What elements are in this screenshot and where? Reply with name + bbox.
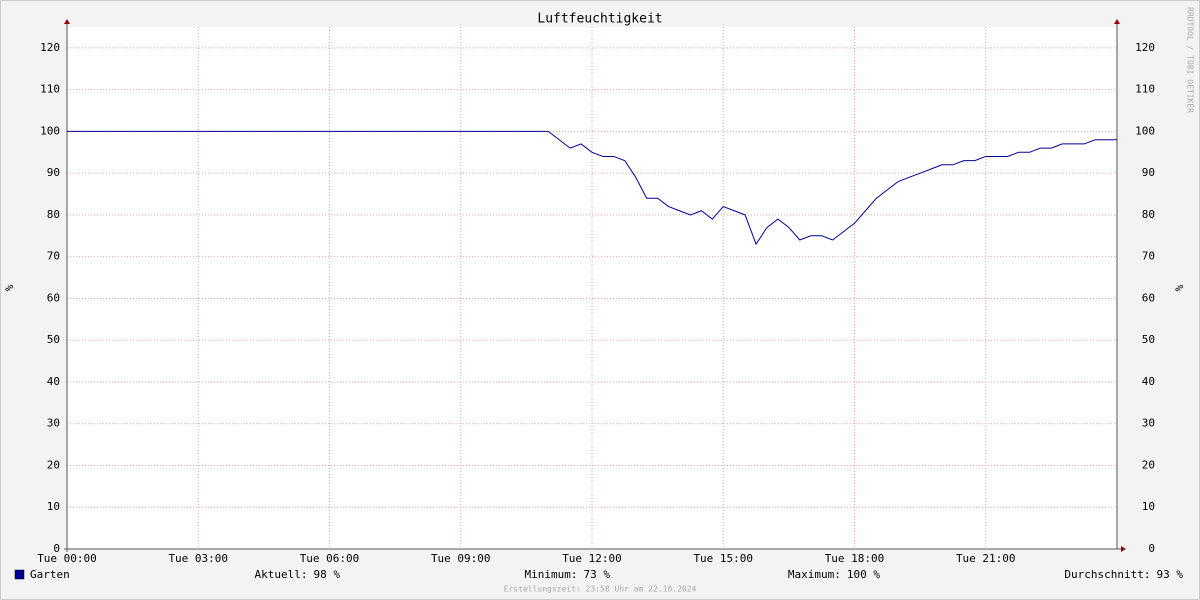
stat-value: 100 % [847,568,880,581]
y2-tick-label: 120 [1135,41,1155,54]
stat-value: 73 % [584,568,611,581]
x-tick-label: Tue 06:00 [300,552,360,565]
y-tick-label: 100 [40,124,60,137]
stat-value: 98 % [314,568,341,581]
y-tick-label: 20 [47,458,60,471]
y2-tick-label: 100 [1135,124,1155,137]
y2-tick-label: 40 [1142,375,1155,388]
watermark: RRDTOOL / TOBI OETIKER [1186,7,1195,113]
y-tick-label: 40 [47,375,60,388]
x-tick-label: Tue 21:00 [956,552,1016,565]
y-tick-label: 70 [47,250,60,263]
stat-value: 93 % [1157,568,1184,581]
x-tick-label: Tue 15:00 [693,552,753,565]
y-tick-label: 50 [47,333,60,346]
y2-tick-label: 30 [1142,417,1155,430]
axis-arrow [1114,19,1120,24]
y2-tick-label: 10 [1142,500,1155,513]
stat-label: Durchschnitt: [1064,568,1150,581]
y-tick-label: 110 [40,83,60,96]
x-tick-label: Tue 12:00 [562,552,622,565]
data-line [67,130,1117,246]
y2-tick-label: 0 [1148,542,1155,555]
stat-label: Aktuell: [255,568,308,581]
y2-tick-label: 60 [1142,291,1155,304]
x-tick-label: Tue 18:00 [825,552,885,565]
y2-tick-label: 90 [1142,166,1155,179]
legend-label: Garten [30,568,70,581]
y-tick-label: 90 [47,166,60,179]
x-tick-label: Tue 00:00 [37,552,97,565]
y2-axis-label: % [1173,284,1186,291]
y-tick-label: 0 [53,542,60,555]
stat-label: Minimum: [525,568,578,581]
chart-title: Luftfeuchtigkeit [537,12,662,27]
axis-arrow [1121,546,1126,552]
y-axis-label: % [3,284,16,291]
y-tick-label: 30 [47,417,60,430]
y-tick-label: 120 [40,41,60,54]
y-tick-label: 60 [47,291,60,304]
y2-tick-label: 70 [1142,250,1155,263]
stat-label: Maximum: [788,568,841,581]
footer: Erstellungszeit: 23:58 Uhr am 22.10.2024 [504,585,697,594]
x-tick-label: Tue 09:00 [431,552,491,565]
x-tick-label: Tue 03:00 [168,552,228,565]
y-tick-label: 80 [47,208,60,221]
y2-tick-label: 80 [1142,208,1155,221]
y2-tick-label: 110 [1135,83,1155,96]
axis-arrow [64,19,70,24]
y2-tick-label: 20 [1142,458,1155,471]
y-tick-label: 10 [47,500,60,513]
y2-tick-label: 50 [1142,333,1155,346]
legend-swatch [14,569,25,580]
